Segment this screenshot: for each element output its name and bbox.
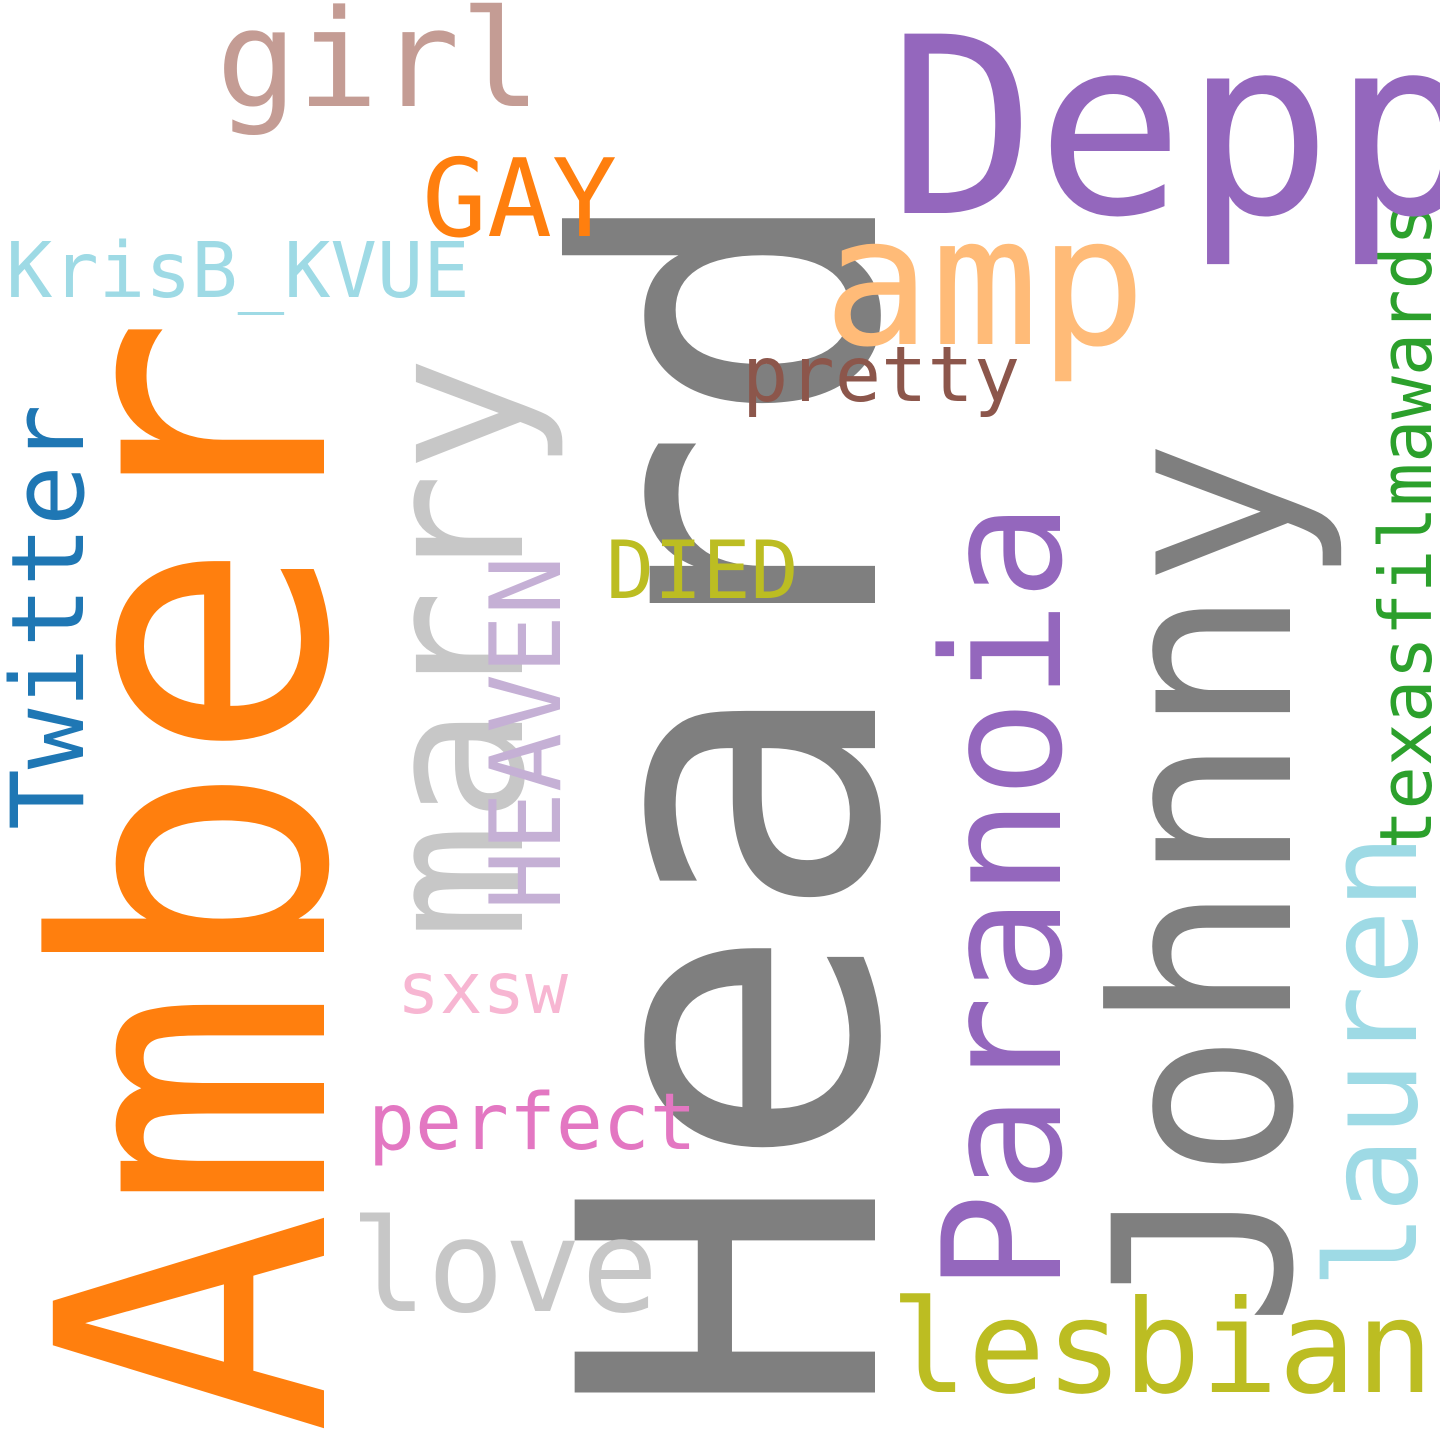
word-perfect: perfect [368,1078,697,1168]
word-depp: Depp [888,0,1440,272]
word-amp: amp [823,179,1147,387]
word-lesbian: lesbian [890,1273,1434,1423]
word-johnny: Johnny [1063,439,1349,1328]
word-died: DIED [606,524,799,617]
word-love: love [350,1193,659,1342]
word-texasfilmawards: texasfilmawards [1364,202,1440,853]
word-paranoia: Paranoia [908,502,1099,1292]
word-sxsw: sxsw [397,947,568,1030]
word-girl: girl [216,0,542,138]
word-krisb-kvue: KrisB_KVUE [6,227,470,316]
word-twitter: Twitter [0,404,107,830]
word-heaven: HEAVEN [470,555,584,910]
word-gay: GAY [422,137,618,262]
word-lauren: lauren [1299,833,1440,1289]
word-pretty: pretty [742,331,1021,420]
